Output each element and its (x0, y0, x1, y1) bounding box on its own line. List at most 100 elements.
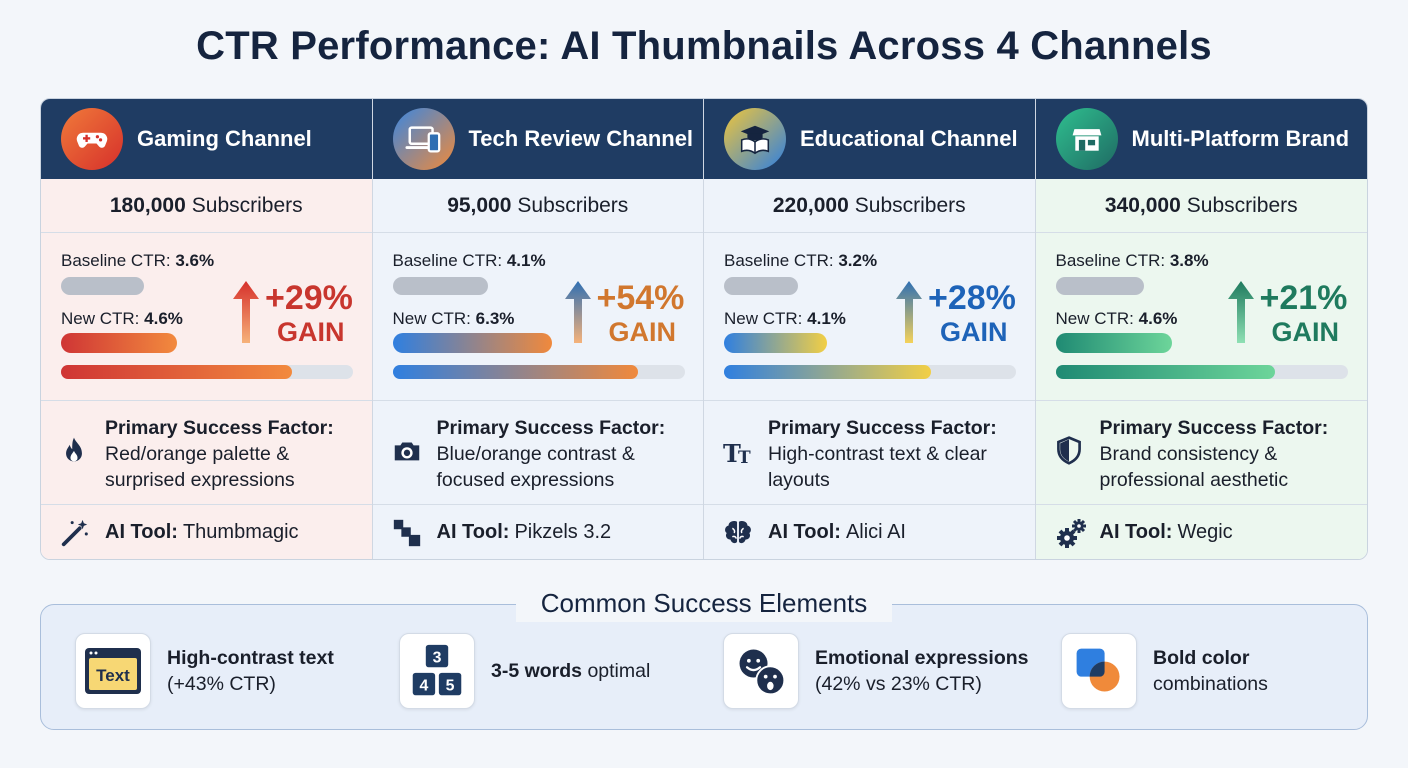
new-ctr-label: New CTR: 4.1% (724, 309, 846, 328)
factor-heading: Primary Success Factor: (436, 417, 666, 439)
new-ctr-value: 6.3% (475, 309, 515, 328)
new-ctr-label: New CTR: 4.6% (61, 309, 183, 328)
page-title: CTR Performance: AI Thumbnails Across 4 … (196, 24, 1212, 68)
new-ctr-value: 4.1% (807, 309, 846, 328)
flame-icon (59, 435, 93, 469)
svg-text:T: T (723, 439, 741, 468)
subscriber-label: Subscribers (517, 193, 629, 217)
common-element: Bold color combinations (1061, 633, 1268, 709)
new-ctr-bar (1055, 333, 1172, 353)
baseline-ctr-value: 4.1% (506, 251, 546, 270)
up-arrow-icon (1227, 281, 1254, 343)
subscriber-label: Subscribers (1186, 193, 1298, 217)
ai-tool: AI Tool: Pikzels 3.2 (373, 505, 704, 559)
common-element: Emotional expressions (42% vs 23% CTR) (723, 633, 1028, 709)
gain-progress-fill (724, 365, 931, 379)
ai-tool: AI Tool: Alici AI (704, 505, 1035, 559)
gain-progress-fill (1055, 365, 1275, 379)
factor-heading: Primary Success Factor: (1099, 417, 1329, 439)
common-element: Text High-contrast text (+43% CTR) (75, 633, 334, 709)
baseline-ctr-bar (392, 277, 488, 295)
subscriber-number: 340,000 (1104, 193, 1181, 217)
svg-text:Text: Text (96, 666, 130, 685)
gain-percent: +29% (265, 279, 353, 317)
ai-tool-name: Pikzels 3.2 (514, 521, 612, 543)
gain-label: GAIN (1271, 317, 1340, 347)
subscriber-count: 340,000 Subscribers (1035, 179, 1367, 233)
svg-text:T: T (738, 448, 751, 468)
channel-column: Educational Channel 220,000 Subscribers Bas… (704, 99, 1036, 559)
pixel-blocks-icon (391, 517, 425, 551)
ai-tool: AI Tool: Wegic (1036, 505, 1368, 559)
factor-heading: Primary Success Factor: (105, 417, 334, 439)
ctr-metrics: Baseline CTR: 3.6% New CTR: 4.6% +29% GAIN (41, 233, 372, 401)
ai-tool-label: AI Tool: (436, 521, 510, 543)
gain-label: GAIN (940, 317, 1008, 347)
primary-success-factor: T T Primary Success Factor: High-contrast t… (704, 401, 1035, 505)
up-arrow-icon (233, 281, 259, 343)
gain-progress-fill (61, 365, 292, 379)
brain-icon (722, 517, 756, 551)
factor-text: High-contrast text & clear layouts (768, 443, 987, 491)
gain-label: GAIN (277, 317, 345, 347)
subscriber-number: 95,000 (447, 193, 512, 217)
new-ctr-value: 4.6% (144, 309, 183, 328)
baseline-ctr-value: 3.8% (1169, 251, 1209, 270)
subscriber-label: Subscribers (191, 193, 303, 217)
subscriber-number: 180,000 (109, 193, 186, 217)
baseline-ctr-label: Baseline CTR: 3.8% (1055, 251, 1209, 270)
up-arrow-icon (564, 281, 591, 343)
gain-progress-fill (392, 365, 638, 379)
svg-text:5: 5 (446, 678, 455, 695)
magic-wand-icon (59, 517, 93, 551)
up-arrow-icon (896, 281, 922, 343)
gears-icon (1054, 517, 1088, 551)
new-ctr-bar (724, 333, 827, 353)
subscriber-count: 220,000 Subscribers (704, 179, 1035, 233)
ai-tool-name: Thumbmagic (182, 521, 299, 543)
ctr-metrics: Baseline CTR: 3.8% New CTR: 4.6% +21% GAIN (1035, 233, 1367, 401)
channel-header: Tech Review Channel (372, 99, 703, 179)
svg-text:3: 3 (433, 650, 442, 667)
gain-progress-track (392, 365, 685, 379)
factor-text: Blue/orange contrast & focused expressio… (436, 443, 635, 491)
primary-success-factor: Primary Success Factor: Brand consistency… (1035, 401, 1367, 505)
baseline-ctr-bar (61, 277, 144, 295)
baseline-ctr-label: Baseline CTR: 3.2% (724, 251, 878, 270)
primary-success-factor: Primary Success Factor: Red/orange palett… (41, 401, 372, 505)
factor-heading: Primary Success Factor: (768, 417, 997, 439)
shield-icon (1054, 435, 1088, 469)
channel-name: Gaming Channel (137, 126, 312, 151)
color-squares-icon (1061, 633, 1137, 709)
baseline-ctr-value: 3.2% (838, 251, 878, 270)
gain-label: GAIN (608, 317, 677, 347)
channel-header: Multi-Platform Brand (1035, 99, 1367, 179)
channel-column: Multi-Platform Brand 340,000 Subscribers Ba… (1035, 99, 1368, 559)
subscriber-number: 220,000 (772, 193, 849, 217)
common-element-text: Emotional expressions (42% vs 23% CTR) (815, 647, 1029, 695)
subscriber-label: Subscribers (854, 193, 966, 217)
new-ctr-value: 4.6% (1138, 309, 1178, 328)
common-element-text: Bold color combinations (1153, 647, 1268, 695)
factor-text: Red/orange palette & surprised expressio… (105, 443, 295, 491)
channel-header: Educational Channel (704, 99, 1035, 179)
gain-percent: +54% (596, 279, 685, 317)
channel-name: Multi-Platform Brand (1131, 126, 1350, 151)
ai-tool-label: AI Tool: (105, 521, 178, 543)
factor-text: Brand consistency & professional aesthet… (1099, 443, 1289, 491)
ctr-metrics: Baseline CTR: 4.1% New CTR: 6.3% +54% GAIN (372, 233, 703, 401)
primary-success-factor: Primary Success Factor: Blue/orange contr… (372, 401, 703, 505)
gain-progress-track (724, 365, 1016, 379)
gain-percent: +21% (1259, 279, 1348, 317)
new-ctr-bar (392, 333, 552, 353)
common-elements-title: Common Success Elements (516, 588, 892, 622)
camera-icon (391, 435, 425, 469)
baseline-ctr-value: 3.6% (175, 251, 215, 270)
ctr-metrics: Baseline CTR: 3.2% New CTR: 4.1% +28% GAIN (704, 233, 1035, 401)
ai-tool-label: AI Tool: (768, 521, 841, 543)
baseline-ctr-bar (724, 277, 798, 295)
channel-table: Gaming Channel 180,000 Subscribers Baseline… (40, 98, 1368, 560)
baseline-ctr-label: Baseline CTR: 4.1% (392, 251, 546, 270)
